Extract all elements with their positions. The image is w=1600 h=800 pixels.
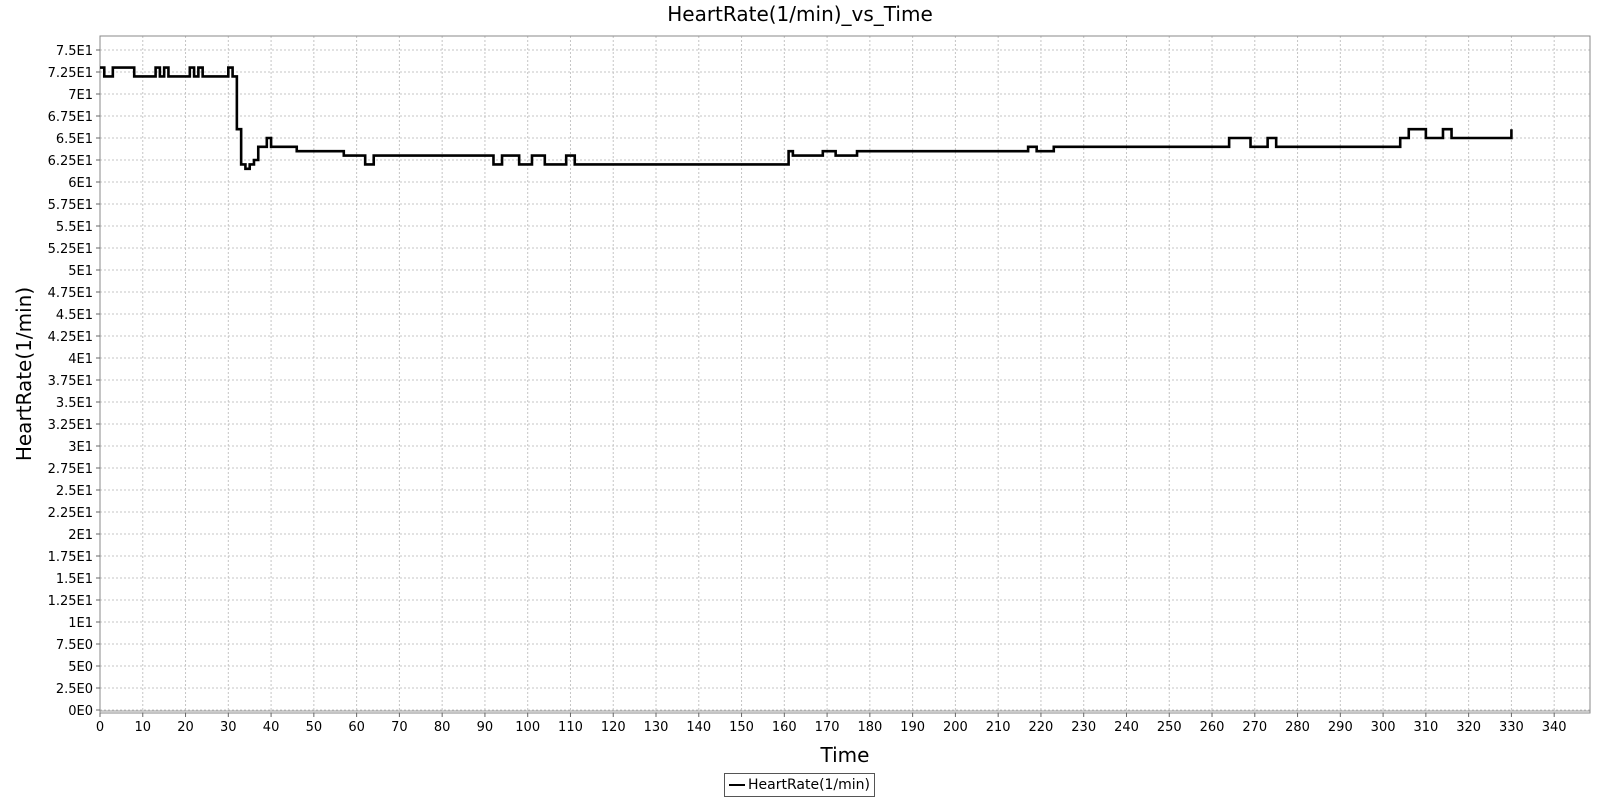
- y-tick-label: 2.5E0: [56, 682, 93, 697]
- y-tick-label: 4.5E1: [56, 308, 93, 323]
- x-tick-label: 200: [943, 720, 968, 735]
- x-tick-label: 160: [772, 720, 797, 735]
- x-tick-label: 240: [1114, 720, 1139, 735]
- y-tick-label: 2.5E1: [56, 484, 93, 499]
- y-tick-label: 3.75E1: [48, 374, 93, 389]
- x-tick-label: 120: [601, 720, 626, 735]
- legend-swatch: [729, 784, 745, 786]
- y-tick-label: 2.25E1: [48, 506, 93, 521]
- y-tick-label: 4.25E1: [48, 330, 93, 345]
- x-tick-label: 0: [96, 720, 104, 735]
- y-tick-label: 7.5E0: [56, 638, 93, 653]
- x-tick-label: 130: [644, 720, 669, 735]
- x-tick-label: 50: [306, 720, 323, 735]
- y-tick-label: 1.75E1: [48, 550, 93, 565]
- x-tick-label: 170: [815, 720, 840, 735]
- y-tick-label: 6.75E1: [48, 110, 93, 125]
- y-tick-label: 4.75E1: [48, 286, 93, 301]
- x-axis-title: Time: [820, 743, 870, 767]
- x-tick-label: 300: [1371, 720, 1396, 735]
- x-tick-label: 30: [220, 720, 237, 735]
- x-tick-label: 340: [1542, 720, 1567, 735]
- x-tick-label: 20: [177, 720, 194, 735]
- x-tick-label: 250: [1157, 720, 1182, 735]
- y-tick-label: 0E0: [68, 704, 93, 719]
- plot-area: [99, 35, 1591, 714]
- x-tick-label: 90: [477, 720, 494, 735]
- x-tick-label: 60: [348, 720, 365, 735]
- y-tick-label: 2.75E1: [48, 462, 93, 477]
- y-tick-label: 7E1: [68, 88, 93, 103]
- y-tick-label: 2E1: [68, 528, 93, 543]
- y-axis: 0E0 2.5E0 5E0 7.5E0 1E1 1.25E1 1.5E1 1.75E1 2E1 2…: [48, 44, 100, 719]
- x-tick-label: 220: [1029, 720, 1054, 735]
- y-tick-label: 5.5E1: [56, 220, 93, 235]
- x-tick-label: 330: [1499, 720, 1524, 735]
- y-tick-label: 1E1: [68, 616, 93, 631]
- grid-layer: [99, 36, 1590, 713]
- y-tick-label: 1.25E1: [48, 594, 93, 609]
- y-axis-title: HeartRate(1/min): [12, 287, 36, 461]
- y-tick-label: 3E1: [68, 440, 93, 455]
- x-axis: 0 10 20 30 40 50 60 70 80 90 100 110 120 130 140 150 160…: [96, 713, 1567, 735]
- x-tick-label: 320: [1456, 720, 1481, 735]
- y-tick-label: 3.5E1: [56, 396, 93, 411]
- x-tick-label: 70: [391, 720, 408, 735]
- x-tick-label: 150: [729, 720, 754, 735]
- x-tick-label: 10: [134, 720, 151, 735]
- y-tick-label: 7.25E1: [48, 66, 93, 81]
- x-tick-label: 100: [515, 720, 540, 735]
- x-tick-label: 190: [900, 720, 925, 735]
- chart-title: HeartRate(1/min)_vs_Time: [667, 2, 933, 26]
- x-tick-label: 280: [1285, 720, 1310, 735]
- x-tick-label: 270: [1242, 720, 1267, 735]
- x-tick-label: 80: [434, 720, 451, 735]
- y-tick-label: 6E1: [68, 176, 93, 191]
- legend-label: HeartRate(1/min): [748, 777, 871, 793]
- y-tick-label: 5.25E1: [48, 242, 93, 257]
- y-tick-label: 7.5E1: [56, 44, 93, 59]
- x-tick-label: 110: [558, 720, 583, 735]
- y-tick-label: 5E1: [68, 264, 93, 279]
- x-tick-label: 210: [986, 720, 1011, 735]
- x-tick-label: 40: [263, 720, 280, 735]
- y-tick-label: 6.5E1: [56, 132, 93, 147]
- series-heartrate-line: [100, 66, 1513, 171]
- x-tick-label: 230: [1071, 720, 1096, 735]
- y-tick-label: 1.5E1: [56, 572, 93, 587]
- x-tick-label: 180: [857, 720, 882, 735]
- x-tick-label: 140: [686, 720, 711, 735]
- x-tick-label: 310: [1413, 720, 1438, 735]
- y-tick-label: 4E1: [68, 352, 93, 367]
- y-tick-label: 5E0: [68, 660, 93, 675]
- y-tick-label: 6.25E1: [48, 154, 93, 169]
- y-tick-label: 3.25E1: [48, 418, 93, 433]
- legend: HeartRate(1/min): [724, 773, 876, 797]
- y-tick-label: 5.75E1: [48, 198, 93, 213]
- x-tick-label: 260: [1200, 720, 1225, 735]
- x-tick-label: 290: [1328, 720, 1353, 735]
